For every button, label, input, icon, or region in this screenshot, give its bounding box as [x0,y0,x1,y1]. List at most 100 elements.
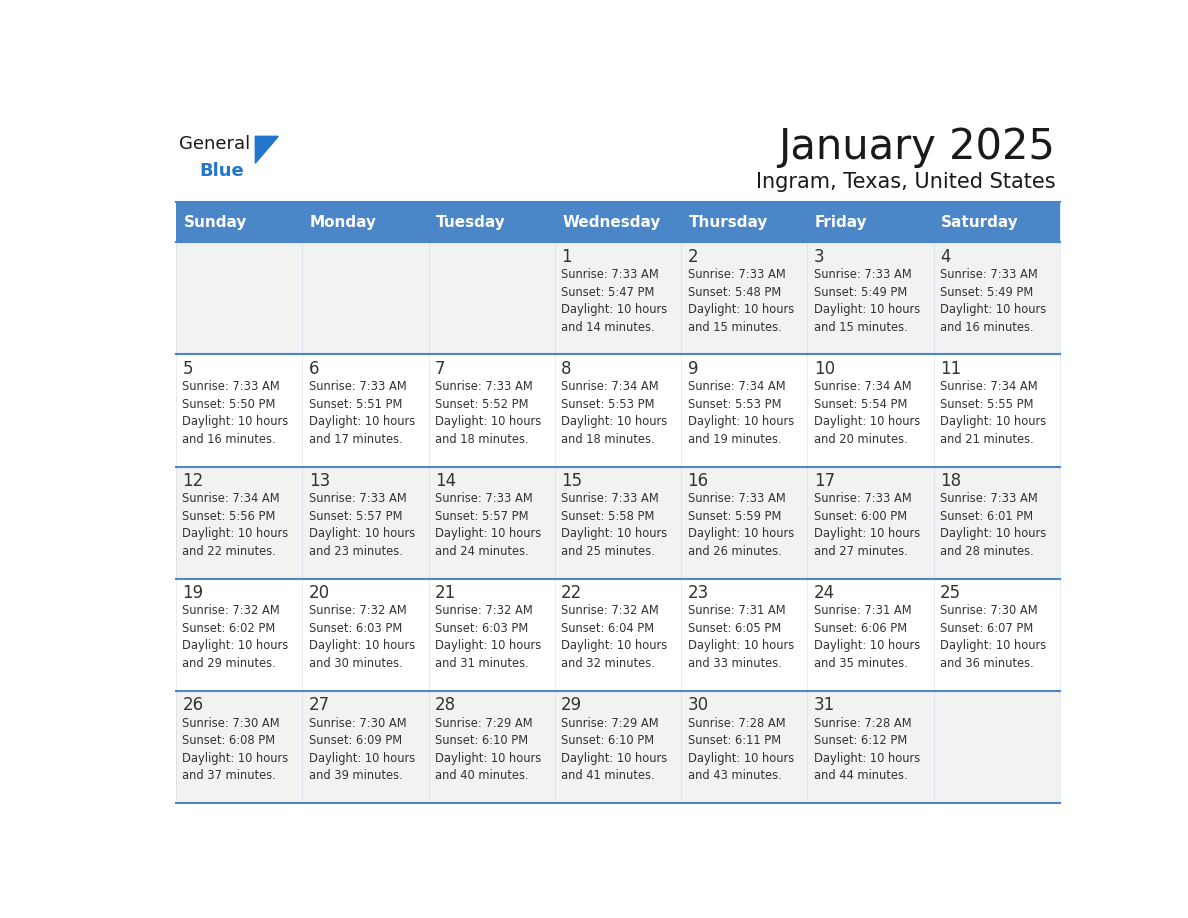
FancyBboxPatch shape [429,578,555,690]
FancyBboxPatch shape [429,466,555,578]
Text: Sunrise: 7:34 AM
Sunset: 5:53 PM
Daylight: 10 hours
and 19 minutes.: Sunrise: 7:34 AM Sunset: 5:53 PM Dayligh… [688,380,794,446]
Text: Wednesday: Wednesday [562,215,661,230]
FancyBboxPatch shape [176,466,303,578]
Text: 20: 20 [309,584,330,602]
Text: Sunrise: 7:30 AM
Sunset: 6:08 PM
Daylight: 10 hours
and 37 minutes.: Sunrise: 7:30 AM Sunset: 6:08 PM Dayligh… [183,717,289,782]
Text: Sunrise: 7:33 AM
Sunset: 5:47 PM
Daylight: 10 hours
and 14 minutes.: Sunrise: 7:33 AM Sunset: 5:47 PM Dayligh… [561,268,668,333]
Polygon shape [255,136,278,163]
FancyBboxPatch shape [176,354,303,466]
Text: 23: 23 [688,584,709,602]
Text: 13: 13 [309,472,330,490]
Text: Sunrise: 7:33 AM
Sunset: 5:49 PM
Daylight: 10 hours
and 15 minutes.: Sunrise: 7:33 AM Sunset: 5:49 PM Dayligh… [814,268,920,333]
Text: 18: 18 [940,472,961,490]
Text: Sunrise: 7:33 AM
Sunset: 5:52 PM
Daylight: 10 hours
and 18 minutes.: Sunrise: 7:33 AM Sunset: 5:52 PM Dayligh… [435,380,542,446]
Text: 1: 1 [561,248,571,266]
Text: 19: 19 [183,584,203,602]
FancyBboxPatch shape [429,242,555,354]
Text: 29: 29 [561,697,582,714]
Text: Sunrise: 7:29 AM
Sunset: 6:10 PM
Daylight: 10 hours
and 41 minutes.: Sunrise: 7:29 AM Sunset: 6:10 PM Dayligh… [561,717,668,782]
Text: 31: 31 [814,697,835,714]
Text: Saturday: Saturday [941,215,1019,230]
Text: 11: 11 [940,360,961,378]
Text: Sunrise: 7:34 AM
Sunset: 5:56 PM
Daylight: 10 hours
and 22 minutes.: Sunrise: 7:34 AM Sunset: 5:56 PM Dayligh… [183,492,289,558]
FancyBboxPatch shape [303,578,429,690]
Text: 22: 22 [561,584,582,602]
Text: Ingram, Texas, United States: Ingram, Texas, United States [756,173,1055,193]
Text: 25: 25 [940,584,961,602]
Text: Sunrise: 7:30 AM
Sunset: 6:09 PM
Daylight: 10 hours
and 39 minutes.: Sunrise: 7:30 AM Sunset: 6:09 PM Dayligh… [309,717,415,782]
Text: Sunrise: 7:33 AM
Sunset: 5:48 PM
Daylight: 10 hours
and 15 minutes.: Sunrise: 7:33 AM Sunset: 5:48 PM Dayligh… [688,268,794,333]
Text: 28: 28 [435,697,456,714]
FancyBboxPatch shape [303,466,429,578]
Text: 9: 9 [688,360,699,378]
Text: Sunrise: 7:34 AM
Sunset: 5:55 PM
Daylight: 10 hours
and 21 minutes.: Sunrise: 7:34 AM Sunset: 5:55 PM Dayligh… [940,380,1047,446]
FancyBboxPatch shape [681,466,808,578]
FancyBboxPatch shape [176,202,303,242]
FancyBboxPatch shape [303,354,429,466]
Text: 26: 26 [183,697,203,714]
Text: Sunrise: 7:34 AM
Sunset: 5:54 PM
Daylight: 10 hours
and 20 minutes.: Sunrise: 7:34 AM Sunset: 5:54 PM Dayligh… [814,380,920,446]
Text: 12: 12 [183,472,203,490]
Text: Sunrise: 7:33 AM
Sunset: 5:57 PM
Daylight: 10 hours
and 24 minutes.: Sunrise: 7:33 AM Sunset: 5:57 PM Dayligh… [435,492,542,558]
FancyBboxPatch shape [808,242,934,354]
FancyBboxPatch shape [555,690,681,803]
FancyBboxPatch shape [934,690,1060,803]
Text: 30: 30 [688,697,708,714]
FancyBboxPatch shape [303,202,429,242]
Text: Sunrise: 7:29 AM
Sunset: 6:10 PM
Daylight: 10 hours
and 40 minutes.: Sunrise: 7:29 AM Sunset: 6:10 PM Dayligh… [435,717,542,782]
Text: Sunrise: 7:32 AM
Sunset: 6:03 PM
Daylight: 10 hours
and 30 minutes.: Sunrise: 7:32 AM Sunset: 6:03 PM Dayligh… [309,604,415,670]
FancyBboxPatch shape [303,242,429,354]
Text: 15: 15 [561,472,582,490]
Text: Sunrise: 7:33 AM
Sunset: 5:50 PM
Daylight: 10 hours
and 16 minutes.: Sunrise: 7:33 AM Sunset: 5:50 PM Dayligh… [183,380,289,446]
FancyBboxPatch shape [681,690,808,803]
FancyBboxPatch shape [808,466,934,578]
Text: Sunrise: 7:31 AM
Sunset: 6:05 PM
Daylight: 10 hours
and 33 minutes.: Sunrise: 7:31 AM Sunset: 6:05 PM Dayligh… [688,604,794,670]
FancyBboxPatch shape [555,202,681,242]
Text: Sunrise: 7:33 AM
Sunset: 5:58 PM
Daylight: 10 hours
and 25 minutes.: Sunrise: 7:33 AM Sunset: 5:58 PM Dayligh… [561,492,668,558]
Text: Friday: Friday [815,215,867,230]
FancyBboxPatch shape [303,690,429,803]
Text: Sunrise: 7:33 AM
Sunset: 5:57 PM
Daylight: 10 hours
and 23 minutes.: Sunrise: 7:33 AM Sunset: 5:57 PM Dayligh… [309,492,415,558]
FancyBboxPatch shape [808,354,934,466]
FancyBboxPatch shape [176,690,303,803]
Text: Sunrise: 7:33 AM
Sunset: 5:49 PM
Daylight: 10 hours
and 16 minutes.: Sunrise: 7:33 AM Sunset: 5:49 PM Dayligh… [940,268,1047,333]
Text: Sunrise: 7:33 AM
Sunset: 6:01 PM
Daylight: 10 hours
and 28 minutes.: Sunrise: 7:33 AM Sunset: 6:01 PM Dayligh… [940,492,1047,558]
Text: Sunrise: 7:32 AM
Sunset: 6:02 PM
Daylight: 10 hours
and 29 minutes.: Sunrise: 7:32 AM Sunset: 6:02 PM Dayligh… [183,604,289,670]
FancyBboxPatch shape [555,578,681,690]
Text: 16: 16 [688,472,708,490]
Text: 21: 21 [435,584,456,602]
Text: 7: 7 [435,360,446,378]
Text: Sunrise: 7:31 AM
Sunset: 6:06 PM
Daylight: 10 hours
and 35 minutes.: Sunrise: 7:31 AM Sunset: 6:06 PM Dayligh… [814,604,920,670]
Text: 24: 24 [814,584,835,602]
Text: Sunrise: 7:28 AM
Sunset: 6:11 PM
Daylight: 10 hours
and 43 minutes.: Sunrise: 7:28 AM Sunset: 6:11 PM Dayligh… [688,717,794,782]
Text: Sunrise: 7:34 AM
Sunset: 5:53 PM
Daylight: 10 hours
and 18 minutes.: Sunrise: 7:34 AM Sunset: 5:53 PM Dayligh… [561,380,668,446]
FancyBboxPatch shape [176,242,303,354]
FancyBboxPatch shape [681,202,808,242]
Text: 14: 14 [435,472,456,490]
Text: Sunrise: 7:33 AM
Sunset: 5:51 PM
Daylight: 10 hours
and 17 minutes.: Sunrise: 7:33 AM Sunset: 5:51 PM Dayligh… [309,380,415,446]
FancyBboxPatch shape [555,242,681,354]
Text: 6: 6 [309,360,320,378]
Text: 2: 2 [688,248,699,266]
Text: Thursday: Thursday [689,215,769,230]
Text: January 2025: January 2025 [778,126,1055,168]
FancyBboxPatch shape [681,242,808,354]
Text: 17: 17 [814,472,835,490]
FancyBboxPatch shape [934,242,1060,354]
FancyBboxPatch shape [934,202,1060,242]
Text: Tuesday: Tuesday [436,215,506,230]
FancyBboxPatch shape [176,578,303,690]
Text: Sunrise: 7:28 AM
Sunset: 6:12 PM
Daylight: 10 hours
and 44 minutes.: Sunrise: 7:28 AM Sunset: 6:12 PM Dayligh… [814,717,920,782]
Text: 4: 4 [940,248,950,266]
Text: Sunrise: 7:32 AM
Sunset: 6:04 PM
Daylight: 10 hours
and 32 minutes.: Sunrise: 7:32 AM Sunset: 6:04 PM Dayligh… [561,604,668,670]
Text: Sunrise: 7:30 AM
Sunset: 6:07 PM
Daylight: 10 hours
and 36 minutes.: Sunrise: 7:30 AM Sunset: 6:07 PM Dayligh… [940,604,1047,670]
FancyBboxPatch shape [808,578,934,690]
Text: Sunday: Sunday [184,215,247,230]
Text: 5: 5 [183,360,192,378]
Text: 10: 10 [814,360,835,378]
Text: Sunrise: 7:32 AM
Sunset: 6:03 PM
Daylight: 10 hours
and 31 minutes.: Sunrise: 7:32 AM Sunset: 6:03 PM Dayligh… [435,604,542,670]
Text: General: General [179,135,251,153]
Text: Blue: Blue [200,162,244,181]
FancyBboxPatch shape [934,578,1060,690]
Text: 3: 3 [814,248,824,266]
